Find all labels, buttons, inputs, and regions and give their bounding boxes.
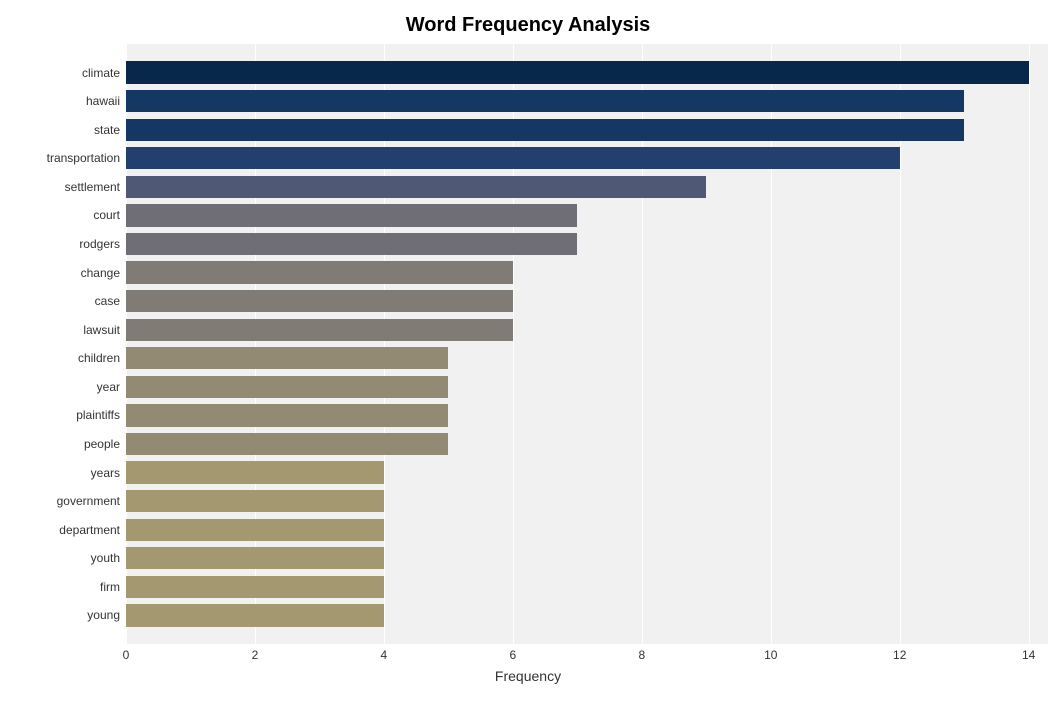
- bar: [126, 147, 900, 169]
- y-axis-label: firm: [100, 580, 120, 594]
- bar: [126, 233, 577, 255]
- y-axis-label: settlement: [65, 180, 120, 194]
- x-tick: 0: [123, 648, 130, 662]
- bar: [126, 461, 384, 483]
- bar: [126, 604, 384, 626]
- y-axis-label: young: [87, 608, 120, 622]
- x-tick: 2: [252, 648, 259, 662]
- y-axis-label: government: [57, 494, 120, 508]
- y-axis-label: lawsuit: [83, 323, 120, 337]
- y-axis-label: rodgers: [79, 237, 120, 251]
- bar: [126, 490, 384, 512]
- y-axis-label: hawaii: [86, 94, 120, 108]
- word-frequency-chart: Word Frequency Analysis climate hawaii sta…: [8, 8, 1048, 693]
- chart-title: Word Frequency Analysis: [8, 14, 1048, 37]
- bar: [126, 176, 706, 198]
- x-tick: 4: [381, 648, 388, 662]
- bar: [126, 319, 513, 341]
- y-axis-label: youth: [91, 551, 120, 565]
- x-tick: 12: [893, 648, 906, 662]
- bar: [126, 547, 384, 569]
- y-axis-label: case: [95, 294, 120, 308]
- y-axis-label: state: [94, 123, 120, 137]
- y-axis-label: court: [93, 208, 120, 222]
- bar: [126, 261, 513, 283]
- plot-area: [126, 44, 1048, 644]
- bar: [126, 204, 577, 226]
- bar: [126, 119, 964, 141]
- y-axis-label: change: [81, 266, 120, 280]
- bar: [126, 347, 448, 369]
- y-axis-label: transportation: [47, 151, 120, 165]
- bar: [126, 90, 964, 112]
- bar: [126, 576, 384, 598]
- y-axis-label: department: [59, 523, 120, 537]
- x-tick: 14: [1022, 648, 1035, 662]
- bar: [126, 376, 448, 398]
- x-tick: 8: [638, 648, 645, 662]
- bar: [126, 433, 448, 455]
- x-tick: 10: [764, 648, 777, 662]
- bar: [126, 404, 448, 426]
- bar: [126, 61, 1029, 83]
- y-axis-label: year: [97, 380, 120, 394]
- y-axis-label: children: [78, 351, 120, 365]
- y-axis-label: people: [84, 437, 120, 451]
- y-axis-label: years: [91, 466, 120, 480]
- bar: [126, 290, 513, 312]
- x-tick: 6: [510, 648, 517, 662]
- y-axis-label: climate: [82, 66, 120, 80]
- y-axis-label: plaintiffs: [76, 408, 120, 422]
- bars-container: [126, 44, 1048, 644]
- bar: [126, 519, 384, 541]
- x-axis-label: Frequency: [8, 668, 1048, 684]
